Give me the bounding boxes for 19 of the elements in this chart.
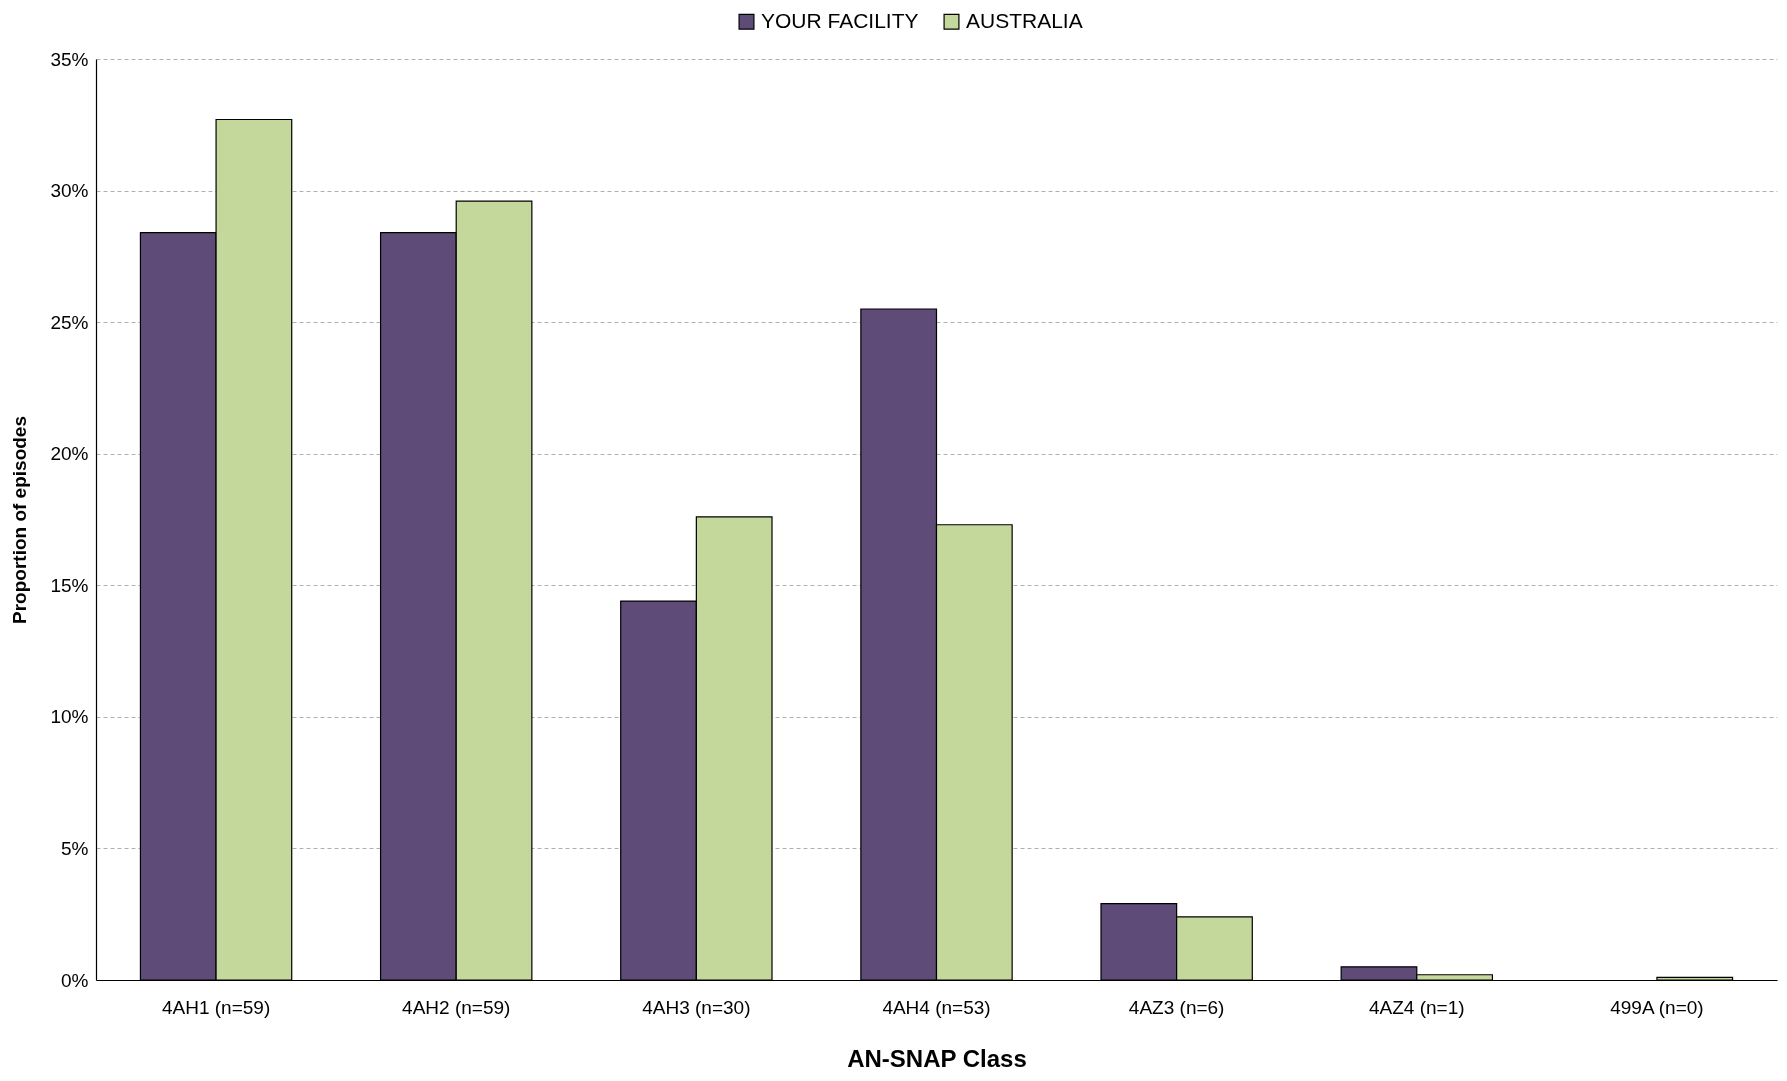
y-tick-label: 5% [61, 837, 89, 859]
x-tick-label: 4AZ4 (n=1) [1369, 996, 1465, 1018]
y-axis-title: Proportion of episodes [9, 416, 31, 624]
x-tick-label: 4AH4 (n=53) [882, 996, 991, 1018]
y-tick-label: 25% [50, 311, 89, 333]
x-axis-title: AN-SNAP Class [847, 1044, 1027, 1072]
y-tick-label: 30% [50, 180, 89, 202]
legend-label: AUSTRALIA [966, 8, 1083, 32]
y-tick-label: 0% [61, 969, 89, 991]
y-tick-label: 10% [50, 706, 89, 728]
x-tick-label: 4AH1 (n=59) [161, 996, 271, 1018]
y-tick-label: 35% [50, 48, 89, 70]
y-tick-label: 20% [50, 443, 89, 465]
x-tick-label: 4AH2 (n=59) [402, 996, 511, 1018]
legend-label: YOUR FACILITY [761, 8, 919, 32]
x-tick-label: 4AH3 (n=30) [642, 996, 751, 1018]
x-tick-label: 499A (n=0) [1610, 996, 1704, 1018]
x-tick-label: 4AZ3 (n=6) [1128, 996, 1225, 1018]
y-tick-label: 15% [50, 574, 89, 596]
